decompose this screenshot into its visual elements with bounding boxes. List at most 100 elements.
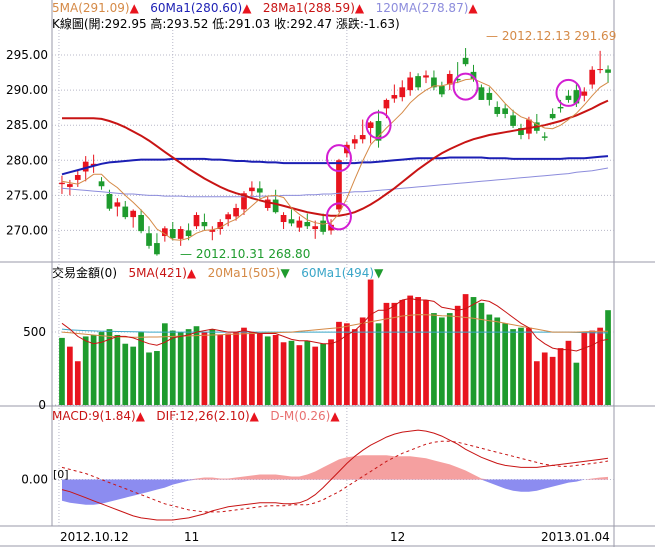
x-label-nov: 11 [184,530,199,544]
candle-body [526,119,532,134]
ma60-legend: 60Ma1(280.60) [150,1,243,15]
up-arrow-icon: ▲ [330,409,340,423]
candle-body [597,69,603,71]
volume-bar [423,299,429,405]
price-tick-label: 275.00 [6,188,48,202]
volume-bar [470,297,477,405]
candle-body [296,220,303,228]
candle-body [581,91,588,96]
price-tick-label: 295.00 [6,48,48,62]
candle-body [375,120,382,141]
candle-body [320,220,326,232]
candle-body [359,135,366,140]
vol-ma60-legend: 60Ma1(494) [301,266,375,280]
volume-bar [336,321,342,405]
volume-bar [225,333,232,405]
candle-body [169,229,176,239]
candle-body [502,108,509,114]
ma120-line [61,167,609,198]
macd-panel [61,429,609,521]
candle-body [217,222,224,230]
volume-bar [74,361,81,405]
price-tick-label: 280.00 [6,153,48,167]
volume-bar [249,332,255,405]
volume-bar [193,326,200,405]
volume-bar [82,336,89,405]
volume-bar [209,329,216,405]
candle-body [431,77,437,88]
high-annotation: — 2012.12.13 291.69 [486,29,616,43]
candle-body [161,228,168,237]
candle-body [154,243,160,255]
candle-body [67,184,73,187]
volume-bar [122,343,129,405]
candle-body [486,92,493,100]
volume-bar [201,332,208,405]
y-axis-labels: 270.00 275.00 280.00 285.00 290.00 295.00 0 500… [6,48,48,487]
candle-body [82,161,89,172]
volume-bar [288,340,295,405]
vol-ma20-line [61,314,608,338]
volume-bar [351,329,358,405]
volume-bar [328,339,334,405]
candle-body [98,181,105,187]
volume-bar [502,323,509,405]
volume-bar [415,297,421,405]
candle-body [605,69,611,73]
candle-body [122,206,129,218]
volume-bar [59,337,65,405]
candle-body [462,57,469,65]
volume-bar [533,361,540,405]
candle-body [541,136,548,138]
candle-body [589,69,596,85]
volume-bar [272,334,279,405]
candle-body [423,75,429,78]
candle-body [185,230,192,237]
macd-tick-label: 0.00 [21,473,48,487]
dm-legend-label: D-M(0.26) [270,409,331,423]
price-legend-ma: 5MA(291.09)▲ 60Ma1(280.60)▲ 28Ma1(288.59… [52,1,478,15]
candle-body [106,193,113,209]
dm-positive-area [62,455,608,480]
volume-bar [518,327,524,405]
ma28-line [62,99,609,217]
volume-bar [169,330,176,405]
volume-bar [90,334,97,405]
candle-body [74,175,81,180]
up-arrow-icon: ▲ [129,1,139,15]
highlight-circle [452,72,479,101]
volume-bar [106,329,113,405]
volume-bar [114,334,121,405]
volume-bar [549,356,556,405]
vol-ma60-line [61,328,608,334]
volume-bar [375,323,382,405]
volume-bar [304,340,311,405]
candle-body [470,71,477,79]
candle-body [114,202,121,207]
low-annotation: — 2012.10.31 268.80 [180,247,310,261]
candle-body [565,95,572,100]
candle-body [138,214,144,232]
up-arrow-icon: ▲ [135,409,145,423]
candle-body [304,222,311,227]
candle-body [367,122,374,129]
volume-bar [581,332,588,405]
x-axis: 2012.10.12 11 12 2013.01.04 [60,530,610,544]
volume-bar [320,343,326,405]
highlight-circle [555,78,582,107]
volume-bar [486,314,493,405]
dif-legend-label: DIF:12,26(2.10) [156,409,250,423]
highlight-circle [365,111,392,140]
candle-body [288,219,295,224]
candle-body [130,210,137,218]
volume-bar [312,346,319,405]
macd-line [61,440,609,513]
volume-bar [494,317,501,405]
volume-bar [557,348,564,405]
candle-body [549,113,556,119]
volume-bar [510,329,516,405]
volume-bar [383,302,390,405]
gridlines [52,30,614,526]
volume-bar [589,330,596,405]
price-tick-label: 270.00 [6,223,48,237]
